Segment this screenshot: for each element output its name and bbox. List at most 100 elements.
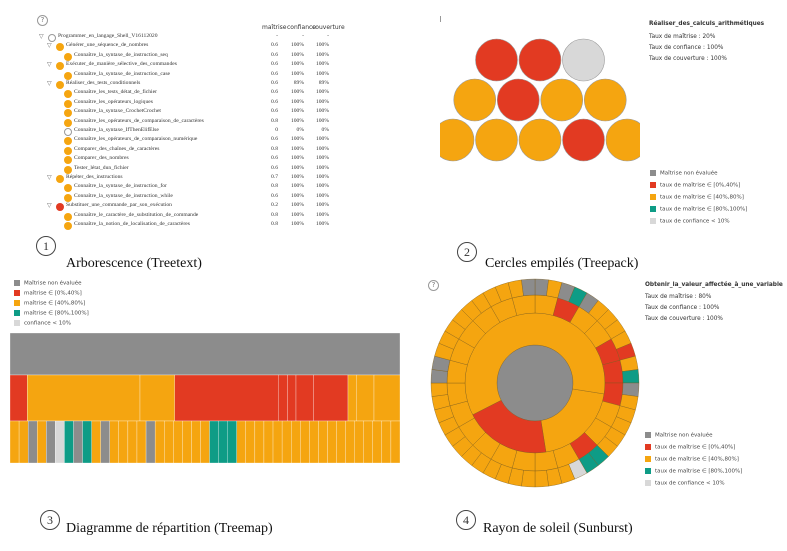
- treemap-leaf[interactable]: [145, 420, 156, 463]
- packed-circle[interactable]: [518, 118, 562, 162]
- sunburst-arc[interactable]: [521, 278, 536, 296]
- tree-row[interactable]: Connaître_la_syntaxe_de_instruction_whil…: [38, 193, 358, 202]
- treemap-leaf[interactable]: [381, 420, 392, 463]
- packed-circle[interactable]: [583, 78, 627, 122]
- packed-circle[interactable]: [605, 118, 640, 162]
- tree-row[interactable]: Connaître_les_tests_détat_de_fichier 0.6 1…: [38, 89, 358, 99]
- treemap-leaf[interactable]: [327, 420, 337, 463]
- treemap-leaf[interactable]: [218, 420, 228, 463]
- expand-toggle-icon[interactable]: ▽: [47, 61, 52, 69]
- tree-row[interactable]: Connaître_la_syntaxe_CrochetCrochet 0.6 10…: [38, 108, 358, 118]
- sunburst-arc[interactable]: [521, 470, 536, 488]
- tree-row[interactable]: ▽ Réaliser_des_tests_conditionnels 0.6 89% 8…: [38, 80, 358, 89]
- tree-row[interactable]: Connaître_la_syntaxe_de_instruction_seq 0…: [38, 52, 358, 61]
- help-icon[interactable]: ?: [37, 15, 48, 26]
- treemap-leaf[interactable]: [64, 420, 74, 463]
- packed-circle[interactable]: [518, 38, 562, 82]
- treemap-node[interactable]: [356, 374, 375, 422]
- packed-circle[interactable]: [562, 38, 605, 82]
- expand-toggle-icon[interactable]: ▽: [47, 202, 52, 210]
- treemap-leaf[interactable]: [227, 420, 237, 463]
- treemap-leaf[interactable]: [10, 420, 20, 463]
- tree-row[interactable]: Connaître_le_caractère_de_substitution_d…: [38, 212, 358, 221]
- sunburst-arc[interactable]: [534, 278, 549, 296]
- treemap-leaf[interactable]: [73, 420, 83, 463]
- treemap-leaf[interactable]: [318, 420, 328, 463]
- packed-circle[interactable]: [540, 78, 584, 122]
- tree-row[interactable]: ▽ Répéter_des_instructions 0.7 100% 100%: [38, 174, 358, 183]
- expand-toggle-icon[interactable]: ▽: [47, 42, 52, 50]
- packed-circle[interactable]: [496, 78, 540, 122]
- sunburst-arc[interactable]: [622, 369, 640, 384]
- treemap-node[interactable]: [313, 374, 349, 422]
- treemap-leaf[interactable]: [164, 420, 174, 463]
- tree-row[interactable]: ▽ Exécuter_de_manière_sélective_des_comma…: [38, 61, 358, 71]
- treemap-leaf[interactable]: [191, 420, 201, 463]
- treemap-leaf[interactable]: [291, 420, 301, 463]
- tree-row[interactable]: Comparer_des_chaînes_de_caractères 0.8 100…: [38, 146, 358, 155]
- sunburst-center[interactable]: [496, 344, 574, 422]
- sunburst-arc[interactable]: [430, 382, 448, 397]
- treemap-node[interactable]: [347, 374, 357, 422]
- treemap-leaf[interactable]: [390, 420, 400, 463]
- tree-row[interactable]: Connaître_la_syntaxe_IfThenElifElse 0 0% 0%: [38, 127, 358, 136]
- treemap-leaf[interactable]: [173, 420, 183, 463]
- treemap-leaf[interactable]: [109, 420, 119, 463]
- treemap-node[interactable]: [27, 374, 141, 422]
- tree-row[interactable]: Connaître_la_syntaxe_de_instruction_case…: [38, 71, 358, 80]
- packed-circle[interactable]: [440, 118, 475, 162]
- treemap-leaf[interactable]: [372, 420, 383, 463]
- treemap-node[interactable]: [174, 374, 279, 422]
- treemap-leaf[interactable]: [18, 420, 29, 463]
- treemap-node[interactable]: [287, 374, 297, 422]
- tree-row[interactable]: Connaître_les_opérateurs_logiques 0.6 100%…: [38, 99, 358, 108]
- packed-circle[interactable]: [475, 38, 518, 82]
- treemap-leaf[interactable]: [245, 420, 256, 463]
- treemap-leaf[interactable]: [136, 420, 147, 463]
- treemap-leaf[interactable]: [209, 420, 219, 463]
- treemap-leaf[interactable]: [91, 420, 101, 463]
- treemap-leaf[interactable]: [182, 420, 192, 463]
- sunburst-arc[interactable]: [430, 369, 448, 384]
- tree-row[interactable]: ▽ Substituer_une_commande_par_son_exécuti…: [38, 202, 358, 212]
- treemap-root[interactable]: [10, 333, 400, 376]
- treemap-leaf[interactable]: [281, 420, 292, 463]
- packed-circle[interactable]: [475, 118, 518, 162]
- treemap-leaf[interactable]: [272, 420, 283, 463]
- treemap-node[interactable]: [295, 374, 314, 422]
- expand-toggle-icon[interactable]: ▽: [47, 174, 52, 181]
- tree-row[interactable]: Connaître_la_syntaxe_de_instruction_for 0…: [38, 183, 358, 193]
- treemap-leaf[interactable]: [263, 420, 274, 463]
- treemap-leaf[interactable]: [27, 420, 38, 463]
- treemap-leaf[interactable]: [118, 420, 129, 463]
- treemap-leaf[interactable]: [336, 420, 346, 463]
- treemap-leaf[interactable]: [345, 420, 355, 463]
- treemap-node[interactable]: [373, 374, 400, 422]
- treemap-node[interactable]: [278, 374, 288, 422]
- treemap-leaf[interactable]: [254, 420, 265, 463]
- sunburst-arc[interactable]: [622, 382, 640, 397]
- tree-row[interactable]: Connaître_les_opérateurs_de_comparaison_…: [38, 118, 358, 127]
- treemap-leaf[interactable]: [363, 420, 373, 463]
- treemap-leaf[interactable]: [37, 420, 47, 463]
- treemap-leaf[interactable]: [100, 420, 110, 463]
- expand-toggle-icon[interactable]: ▽: [39, 33, 44, 40]
- treemap-leaf[interactable]: [154, 420, 165, 463]
- tree-row[interactable]: ▽ Programmer_en_langage_Shell_V16112020 - -…: [38, 33, 358, 42]
- treemap-leaf[interactable]: [46, 420, 56, 463]
- tree-row[interactable]: Tester_létat_dun_fichier 0.6 100% 100%: [38, 165, 358, 174]
- help-icon[interactable]: ?: [428, 280, 439, 291]
- treemap-leaf[interactable]: [236, 420, 246, 463]
- sunburst-arc[interactable]: [534, 470, 549, 488]
- treemap-leaf[interactable]: [354, 420, 364, 463]
- treemap-leaf[interactable]: [55, 420, 65, 463]
- treemap-node[interactable]: [139, 374, 175, 422]
- tree-row[interactable]: Connaître_la_notion_de_localisation_de_c…: [38, 221, 358, 230]
- treemap-node[interactable]: [10, 374, 28, 422]
- tree-row[interactable]: ▽ Générer_une_séquence_de_nombres 0.6 100% 1…: [38, 42, 358, 52]
- treemap-leaf[interactable]: [127, 420, 138, 463]
- packed-circle[interactable]: [453, 78, 497, 122]
- expand-toggle-icon[interactable]: ▽: [47, 80, 52, 87]
- tree-row[interactable]: Comparer_des_nombres 0.6 100% 100%: [38, 155, 358, 165]
- tree-row[interactable]: Connaître_les_opérateurs_de_comparaison_…: [38, 136, 358, 146]
